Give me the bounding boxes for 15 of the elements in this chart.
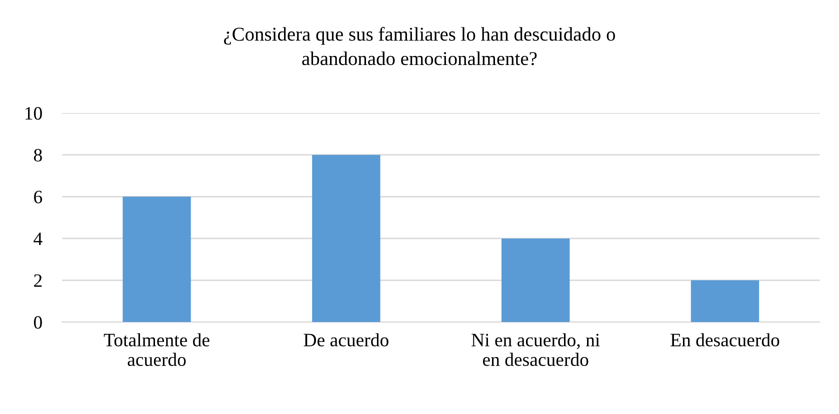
y-tick-label: 2 [34, 274, 42, 287]
bar [690, 280, 760, 322]
bar [122, 196, 191, 322]
y-tick-label: 4 [34, 232, 42, 245]
bar [312, 154, 380, 322]
y-tick-label: 0 [34, 316, 42, 329]
x-tick-label: Ni en acuerdo, ni en desacuerdo [472, 333, 600, 366]
y-tick-label: 6 [34, 190, 42, 204]
y-tick-label: 10 [26, 107, 42, 120]
x-tick-label: Totalmente de acuerdo [104, 333, 210, 366]
x-tick-label: En desacuerdo [670, 333, 780, 346]
chart-title: ¿Considera que sus familiares lo han descuidado o abandonado emocionalmente? [224, 26, 616, 66]
x-tick-label: De acuerdo [304, 333, 388, 346]
y-tick-label: 8 [34, 148, 42, 162]
bar [502, 238, 570, 322]
